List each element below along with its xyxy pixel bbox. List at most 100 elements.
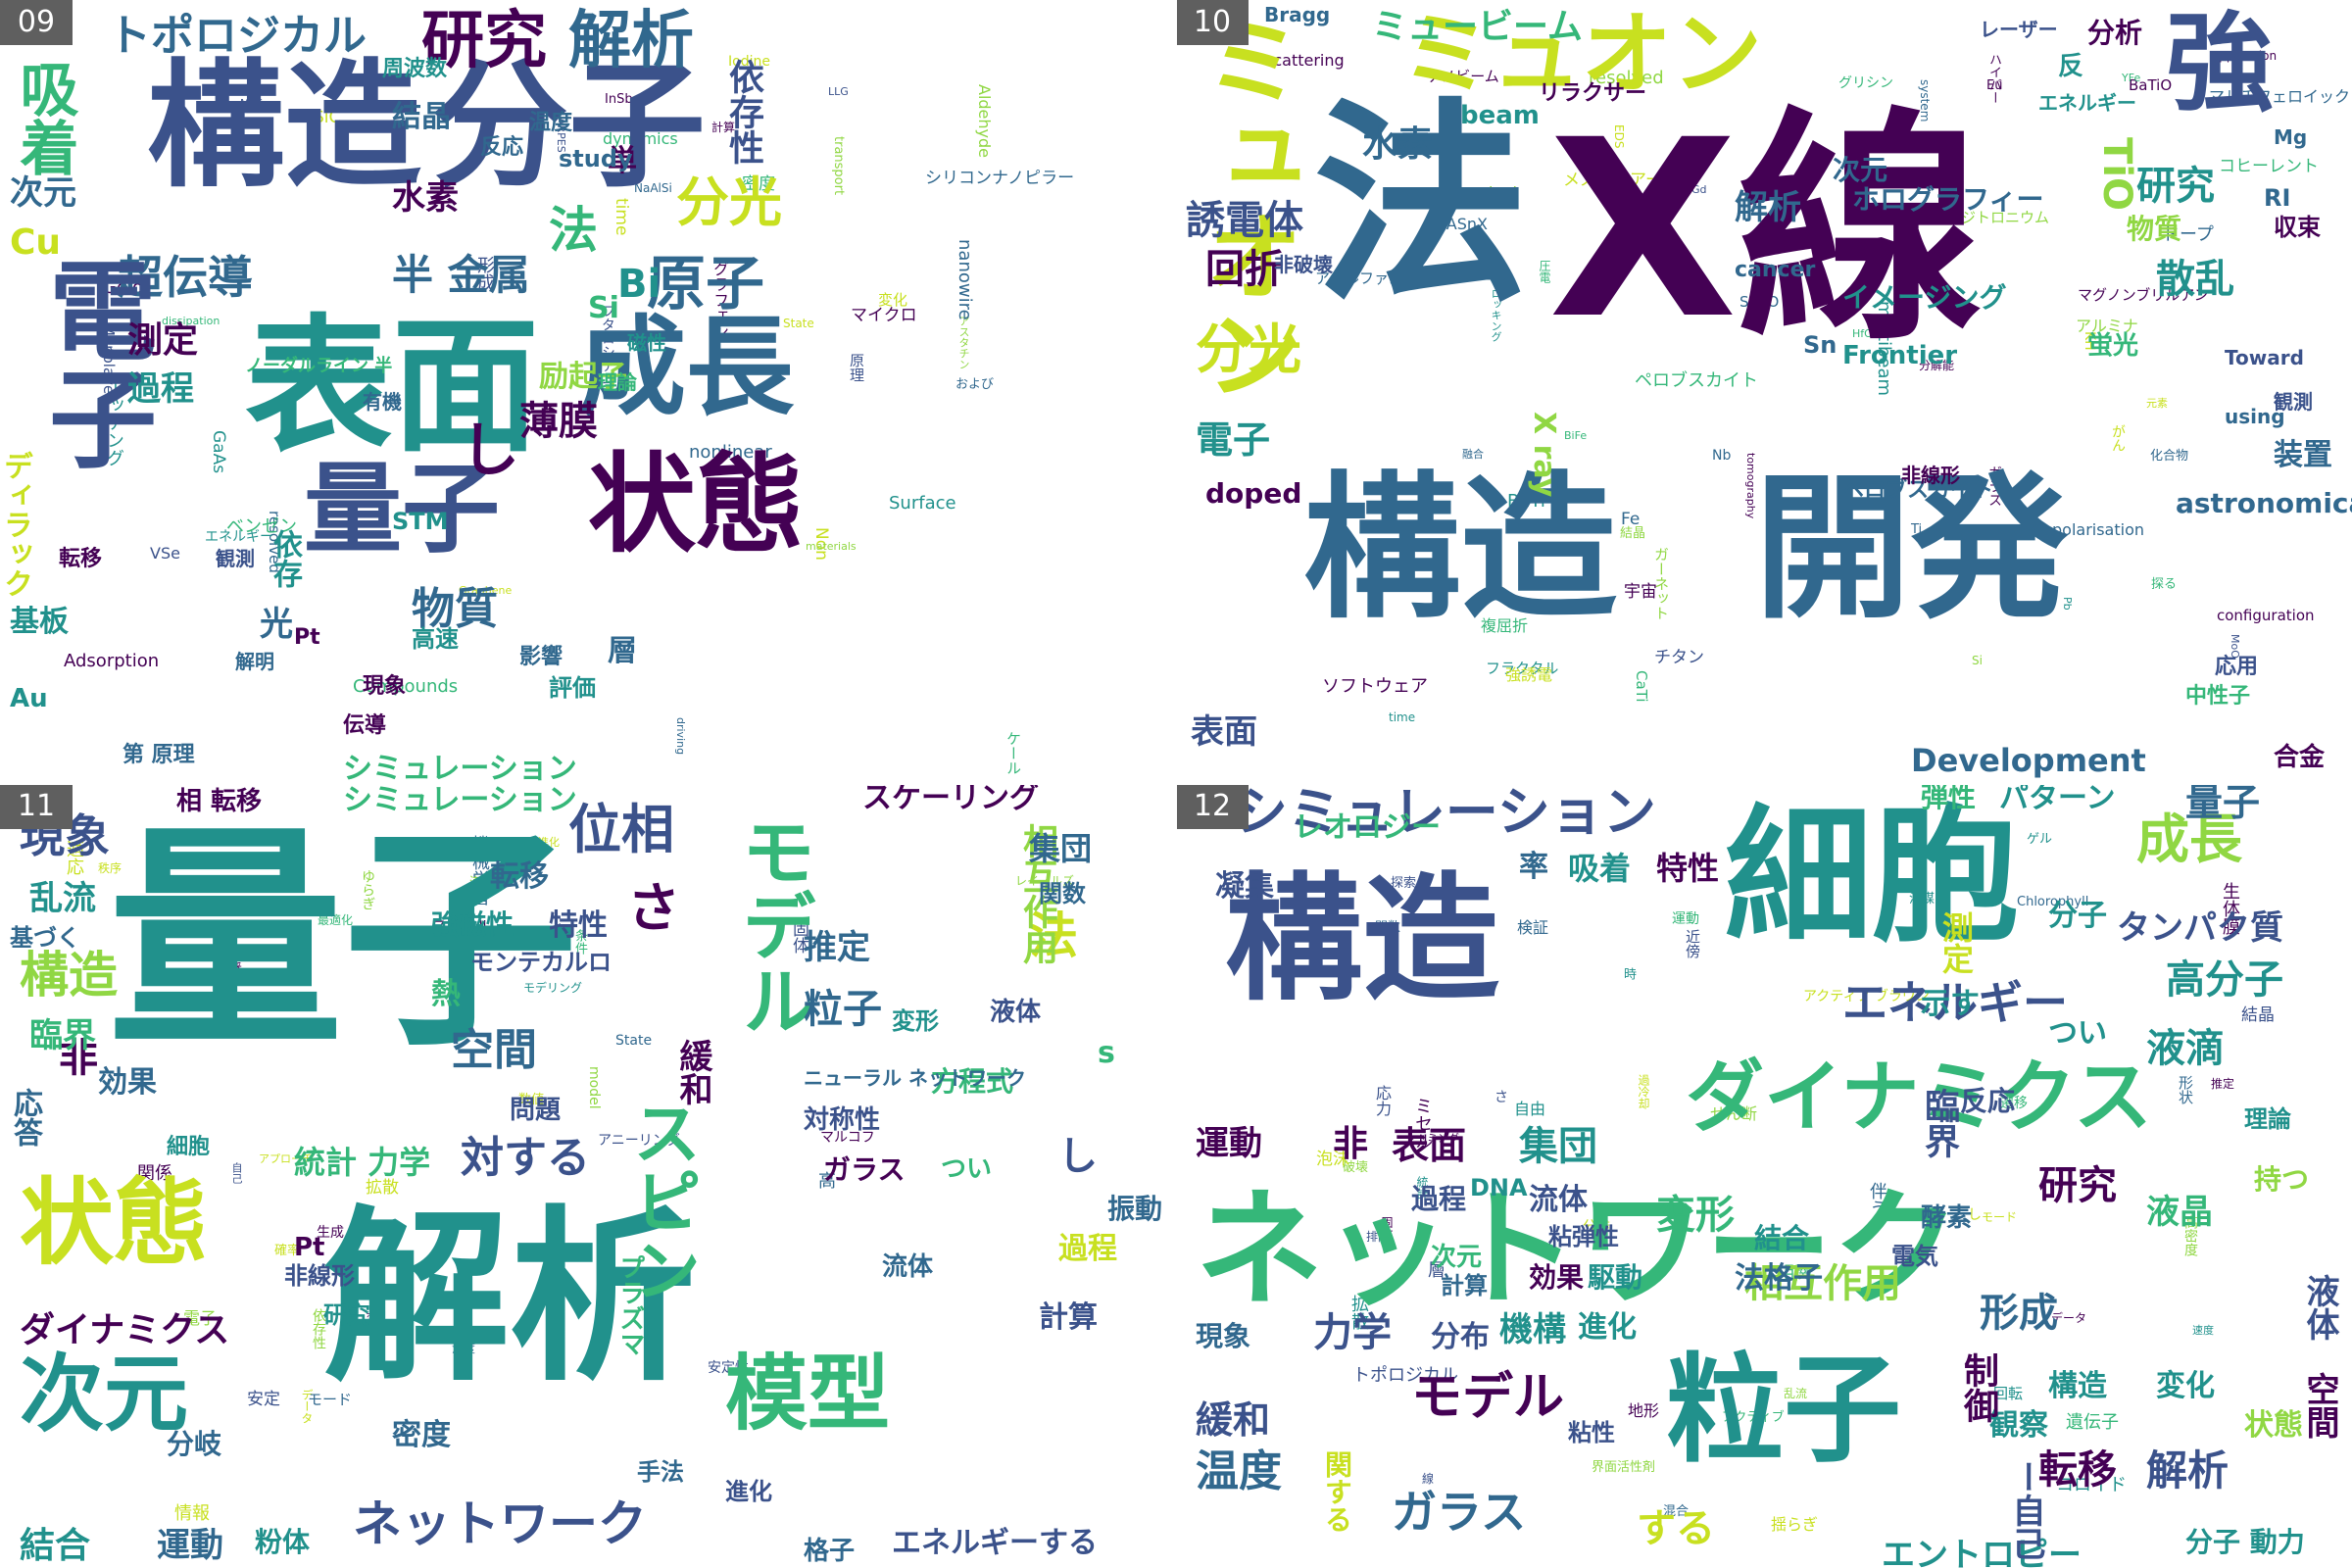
cloud-word: シミュレーション — [1235, 784, 1656, 843]
cloud-word-small: ゆらぎ — [360, 869, 375, 910]
cloud-word: 転移 — [59, 547, 103, 571]
cloud-word: トポロジカル — [108, 11, 367, 61]
cloud-word: 流体 — [882, 1252, 934, 1282]
cloud-word: 凝集 — [1215, 869, 1274, 904]
cloud-word-small: 乱流 — [1784, 1387, 1808, 1400]
cloud-word: 半 金属 — [392, 251, 530, 299]
cloud-word-small: 電子 — [183, 1309, 217, 1329]
cloud-word-small: ペロブスカイト — [1635, 370, 1758, 391]
cloud-word-small: configuration — [2217, 607, 2315, 624]
cloud-word-small: 近傍 — [1684, 929, 1701, 958]
cloud-word-small: 遷移 — [2000, 1096, 2028, 1111]
cloud-word: 表面 — [1191, 712, 1257, 752]
cloud-word: 計算 — [1441, 1272, 1488, 1299]
cloud-word: RI — [2264, 184, 2291, 212]
cloud-word: 効果 — [1529, 1261, 1585, 1294]
cloud-word: つい — [941, 1154, 993, 1184]
cloud-word: 法 — [549, 202, 598, 259]
cloud-word-small: CaTi — [1633, 670, 1650, 703]
cloud-word: 相 転移 — [176, 787, 263, 816]
cloud-word: 過程 — [127, 369, 194, 409]
cloud-word: 電子 — [1196, 418, 1271, 462]
cloud-word-small: 応力 — [1373, 1085, 1392, 1116]
cloud-word-small: 溶媒 — [1909, 892, 1936, 906]
cloud-word: し — [1058, 1134, 1098, 1179]
cloud-word-small: Aldehyde — [975, 84, 994, 158]
cloud-word-small: 拡散 — [366, 1178, 399, 1198]
cloud-word-small: 排除 — [1366, 1230, 1391, 1244]
cloud-word-small: materials — [806, 540, 857, 553]
cloud-word: ネットワーク — [353, 1495, 647, 1552]
cloud-word: 持つ — [2254, 1163, 2310, 1196]
cloud-word-small: ドープ — [2162, 224, 2214, 245]
cloud-word: 非破壊 — [1274, 253, 1333, 276]
cloud-word: 状態 — [588, 442, 804, 567]
cloud-word: 集団 — [1029, 830, 1093, 867]
cloud-word-small: ガーネット — [1652, 547, 1670, 620]
cloud-word: 装置 — [2274, 438, 2332, 472]
cloud-word: 結合 — [1754, 1222, 1810, 1254]
cloud-word: 臨界 — [29, 1016, 96, 1055]
cloud-word: 光 — [260, 605, 293, 644]
cloud-word-small: State — [615, 1033, 653, 1049]
cloud-word-small: 結晶 — [2241, 1005, 2275, 1025]
cloud-word: 層 — [608, 634, 637, 668]
cloud-word-small: モード — [308, 1391, 353, 1408]
cloud-word-small: 層 — [1425, 1260, 1446, 1278]
cloud-word: 次元 — [1833, 154, 1888, 186]
cloud-word: Pt — [294, 625, 320, 650]
cloud-word-small: 計算 — [711, 121, 736, 134]
cloud-word: 変形 — [892, 1007, 939, 1035]
cloud-word-small: Nb — [1712, 448, 1732, 464]
cloud-word: 第 原理 — [122, 743, 195, 767]
cloud-word: 伝導 — [343, 713, 387, 738]
cloud-word: 誘電体 — [1186, 198, 1303, 243]
cloud-word-small: メスバウアー — [1563, 171, 1662, 190]
cloud-word-small: SiC — [314, 108, 341, 127]
cloud-word-small: 関数 — [1375, 920, 1401, 935]
panel-09: 09 dynamics 形成 Non driving ARPES Graphene nonl… — [0, 0, 1176, 784]
cloud-word: 応用 — [2215, 655, 2259, 679]
cloud-word: 次元 — [1431, 1243, 1483, 1272]
cloud-word: 反応 — [480, 135, 524, 160]
cloud-word-small: Application — [2211, 49, 2278, 63]
cloud-word: 中性子 — [2185, 684, 2251, 709]
cloud-word-small: system — [1918, 79, 1932, 122]
cloud-word: 示す — [1921, 987, 1980, 1021]
cloud-word-small: 情報 — [174, 1503, 210, 1524]
cloud-word: 合金 — [2274, 743, 2326, 772]
cloud-word-small: MoO — [2229, 634, 2241, 659]
cloud-word: 成長 — [2136, 808, 2242, 870]
cloud-word: 熱 — [431, 977, 461, 1011]
cloud-word: 臨界 — [1919, 1088, 1959, 1158]
cloud-word-small: 原理 — [848, 353, 865, 382]
cloud-word: 単 — [608, 144, 637, 178]
cloud-word: 状態 — [20, 1168, 208, 1278]
cloud-word-small: 元素 — [2146, 397, 2168, 410]
cloud-word-small: 漸近 — [467, 875, 483, 903]
cloud-word: 研究 — [2038, 1163, 2117, 1208]
cloud-word: 液体 — [990, 998, 1042, 1027]
cloud-word-small: アクティブ ブラウン — [1803, 989, 1930, 1004]
cloud-word: 格子 — [804, 1537, 856, 1566]
cloud-word: エネルギー — [1842, 976, 2068, 1029]
cloud-word: 構造 — [1225, 860, 1500, 1020]
cloud-word-small: Monolayer — [100, 323, 118, 401]
cloud-word-small: 温度 — [452, 1342, 476, 1355]
cloud-word-small: MASnX — [1433, 215, 1489, 233]
cloud-word-small: 生体膜 — [2220, 882, 2240, 935]
cloud-word: 機構 — [1499, 1310, 1566, 1349]
cloud-word: 強 — [2166, 1, 2274, 126]
cloud-word-small: 伝播 — [215, 962, 242, 978]
cloud-word: パターン — [1999, 784, 2116, 815]
cloud-word-small: 高密度 — [2182, 1215, 2198, 1256]
panel-label: 09 — [0, 0, 73, 45]
cloud-word-small: 推定 — [2211, 1077, 2235, 1091]
cloud-word: 水素 — [392, 178, 459, 218]
cloud-word-small: マグノンブリルアン — [2078, 286, 2209, 304]
panel-label: 11 — [0, 784, 73, 829]
cloud-word: 粘弾性 — [1548, 1223, 1619, 1250]
cloud-word: 計算 — [1039, 1300, 1098, 1335]
cloud-word: 量子 — [2185, 784, 2261, 824]
cloud-word: Pt — [294, 1233, 325, 1262]
